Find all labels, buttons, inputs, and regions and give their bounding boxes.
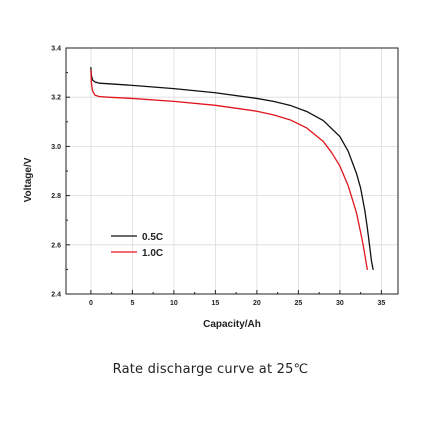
figure-caption: Rate discharge curve at 25℃	[112, 362, 309, 377]
x-axis-title: Capacity/Ah	[203, 319, 261, 330]
x-tick-label: 20	[253, 300, 261, 307]
x-tick-label: 25	[295, 300, 303, 307]
legend: 0.5C 1.0C	[111, 232, 163, 259]
x-tick-label: 10	[170, 300, 178, 307]
y-tick-label: 3.4	[51, 46, 61, 53]
x-tick-label: 15	[212, 300, 220, 307]
x-tick-label: 30	[336, 300, 344, 307]
series-line-0.5C	[90, 67, 374, 271]
y-tick-label: 3.0	[51, 144, 61, 151]
y-tick-label: 3.2	[51, 95, 61, 102]
legend-label-0.5C: 0.5C	[142, 232, 163, 243]
x-axis-ticks: 0 5 10 15 20 25 30 35	[89, 290, 385, 307]
series-group	[90, 67, 374, 271]
x-tick-label: 0	[89, 300, 93, 307]
y-tick-label: 2.4	[51, 292, 61, 299]
x-tick-label: 5	[130, 300, 134, 307]
plot-area	[65, 47, 399, 295]
grid-lines	[66, 47, 398, 295]
legend-label-1.0C: 1.0C	[142, 248, 163, 259]
y-axis-title: Voltage/V	[23, 157, 34, 202]
x-tick-label: 35	[378, 300, 386, 307]
y-tick-label: 2.6	[51, 242, 61, 249]
series-line-1.0C	[90, 69, 368, 271]
y-axis-ticks: 2.4 2.6 2.8 3.0 3.2 3.4	[51, 46, 70, 299]
y-tick-label: 2.8	[51, 193, 61, 200]
